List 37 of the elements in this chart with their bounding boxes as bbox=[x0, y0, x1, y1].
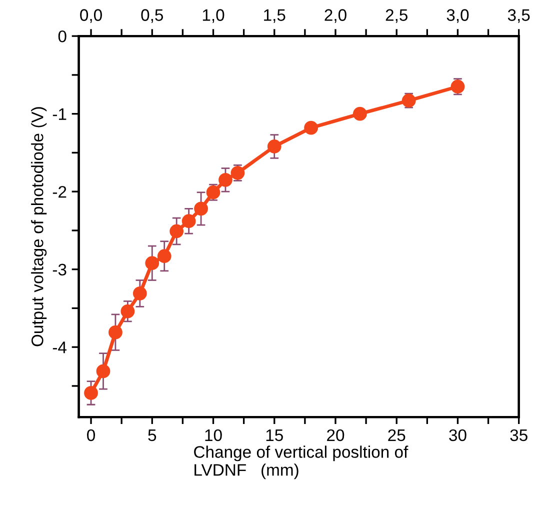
x2-tick-label: 0,5 bbox=[141, 9, 164, 23]
point bbox=[267, 140, 282, 154]
y-tick-label: -4 bbox=[52, 342, 66, 354]
x-axis-title: Change of vertical posltion of LVDNF (mm) bbox=[194, 446, 408, 480]
x-tick-label: 0 bbox=[87, 429, 95, 442]
x2-tick-label: 3,0 bbox=[446, 9, 469, 23]
point bbox=[84, 386, 98, 400]
point bbox=[108, 325, 122, 340]
x2-tick-label: 3,5 bbox=[508, 9, 530, 23]
y-tick-label: 0 bbox=[58, 30, 66, 42]
x-tick-label: 25 bbox=[388, 429, 406, 442]
point bbox=[120, 304, 135, 318]
x2-tick-label: 1,5 bbox=[264, 9, 286, 23]
x2-tick-label: 2,0 bbox=[324, 9, 346, 23]
point bbox=[182, 214, 196, 228]
x-tick-label: 10 bbox=[205, 429, 222, 442]
point bbox=[304, 120, 318, 135]
point bbox=[96, 364, 110, 378]
point bbox=[145, 256, 160, 270]
point bbox=[218, 172, 232, 187]
y-tick-label: -2 bbox=[52, 186, 66, 198]
x-tick-label: 15 bbox=[266, 429, 283, 442]
y-tick-label: -3 bbox=[52, 264, 66, 276]
point bbox=[194, 202, 208, 216]
point bbox=[157, 249, 172, 264]
x-tick-label: 30 bbox=[449, 429, 466, 442]
y-axis-title: Output voltage of photodiode (V) bbox=[31, 107, 47, 346]
x2-tick-label: 0,0 bbox=[80, 9, 102, 23]
point bbox=[170, 224, 184, 238]
x-tick-label: 35 bbox=[510, 429, 528, 442]
x-tick-label: 5 bbox=[148, 429, 156, 442]
x2-tick-label: 2,5 bbox=[386, 9, 408, 23]
y-tick-label: -1 bbox=[52, 108, 66, 120]
x-tick-label: 20 bbox=[327, 429, 344, 442]
point bbox=[132, 286, 147, 300]
point bbox=[352, 106, 367, 121]
x2-tick-label: 1,0 bbox=[202, 9, 224, 23]
